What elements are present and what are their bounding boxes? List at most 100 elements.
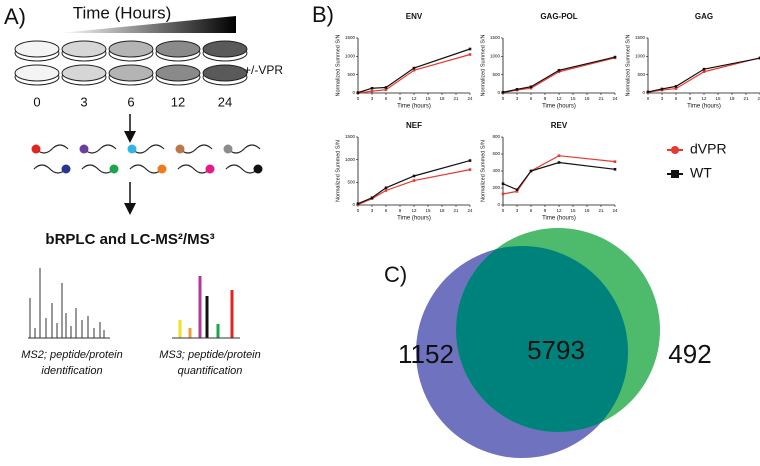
x-tick-label: 0 <box>357 96 360 101</box>
venn-left-count: 1152 <box>398 339 454 369</box>
peptide <box>131 144 165 154</box>
x-tick-label: 3 <box>516 208 519 213</box>
label-tag <box>223 144 233 154</box>
legend-marker <box>671 146 679 154</box>
y-tick-label: 500 <box>347 180 355 185</box>
x-tick-label: 6 <box>385 208 388 213</box>
label-tag <box>61 164 71 174</box>
legend-label: dVPR <box>690 141 727 157</box>
x-axis-label: Time (hours) <box>397 104 431 110</box>
chart-title: REV <box>551 121 568 130</box>
y-axis-label: Normalized Summed S/N <box>625 34 631 96</box>
y-axis-label: Normalized Summed S/N <box>480 34 486 96</box>
time-point: 12 <box>171 94 185 109</box>
point <box>660 87 664 91</box>
dish <box>155 40 201 58</box>
peptide <box>35 144 69 154</box>
ms3-caption: MS3; peptide/protein <box>159 349 261 361</box>
peptide <box>179 144 213 154</box>
line-chart: REV 0 200 400 600 800 0 3 6 9 12 15 18 21 24 Time (hour… <box>480 121 618 221</box>
dish <box>14 40 60 58</box>
dish <box>61 40 107 58</box>
point <box>384 189 388 192</box>
x-tick-label: 18 <box>439 96 445 101</box>
x-tick-label: 24 <box>467 208 473 213</box>
point <box>646 90 650 94</box>
line-chart: ENV 0 500 1000 1500 0 3 6 9 12 15 18 21 24 Time (hours… <box>335 12 473 109</box>
y-tick-label: 400 <box>492 168 500 173</box>
x-tick-label: 12 <box>556 96 562 101</box>
point <box>412 179 416 182</box>
y-tick-label: 1000 <box>345 157 356 162</box>
point <box>384 186 388 190</box>
x-tick-label: 15 <box>570 208 576 213</box>
x-tick-label: 24 <box>467 96 473 101</box>
y-axis-label: Normalized Summed S/N <box>480 140 486 202</box>
point <box>557 154 561 157</box>
label-tag <box>79 144 89 154</box>
y-tick-label: 500 <box>347 72 355 77</box>
chart-title: GAG-POL <box>540 12 577 21</box>
point <box>613 55 617 59</box>
label-tag <box>127 144 137 154</box>
legend-label: WT <box>690 165 712 181</box>
x-tick-label: 24 <box>757 96 760 101</box>
legend-marker <box>671 170 679 178</box>
series-line <box>502 161 616 191</box>
x-tick-label: 12 <box>701 96 707 101</box>
line-chart: GAG 0 500 1000 1500 0 3 6 9 12 15 18 21 24 Time (hours… <box>625 12 760 110</box>
chart-title: ENV <box>406 12 423 21</box>
x-tick-label: 24 <box>612 96 618 101</box>
point <box>356 91 360 94</box>
x-tick-label: 9 <box>399 96 402 101</box>
x-tick-label: 15 <box>715 96 721 101</box>
x-tick-label: 9 <box>544 208 547 213</box>
y-tick-label: 1000 <box>635 54 646 59</box>
point <box>468 53 472 56</box>
y-tick-label: 1500 <box>345 35 356 40</box>
x-tick-label: 18 <box>584 208 590 213</box>
x-tick-label: 18 <box>729 96 735 101</box>
label-tag <box>253 164 263 174</box>
line-chart: NEF 0 500 1000 1500 0 3 6 9 12 15 18 21 24 Time (hours… <box>335 121 473 221</box>
venn-overlap-count: 5793 <box>527 335 585 365</box>
point <box>370 86 374 90</box>
point <box>515 88 519 91</box>
point <box>501 90 505 94</box>
x-axis-label: Time (hours) <box>687 104 721 110</box>
point <box>468 168 472 171</box>
peptide <box>83 144 117 154</box>
point <box>412 68 416 72</box>
y-tick-label: 0 <box>642 90 645 95</box>
dishes: 0 3 6 12 24 <box>14 40 248 109</box>
x-tick-label: 6 <box>675 96 678 101</box>
point <box>515 188 519 191</box>
peptide <box>81 164 115 174</box>
condition-label: +/-VPR <box>244 63 283 77</box>
ms2-caption: MS2; peptide/protein <box>21 349 123 361</box>
point <box>529 169 533 173</box>
x-tick-label: 21 <box>743 96 749 101</box>
x-tick-label: 0 <box>647 96 650 101</box>
label-tag <box>31 144 41 154</box>
y-axis-label: Normalized Summed S/N <box>335 140 341 202</box>
y-tick-label: 600 <box>492 151 500 156</box>
point <box>702 70 706 74</box>
x-axis-label: Time (hours) <box>542 216 576 222</box>
x-tick-label: 12 <box>556 208 562 213</box>
y-tick-label: 0 <box>497 90 500 95</box>
peptide <box>177 164 211 174</box>
y-tick-label: 1500 <box>635 35 646 40</box>
point <box>412 66 416 70</box>
peptide <box>227 144 261 154</box>
dish <box>202 64 248 82</box>
time-point: 24 <box>218 94 232 109</box>
spectra <box>28 268 240 339</box>
point <box>468 47 472 51</box>
x-tick-label: 15 <box>570 96 576 101</box>
point <box>529 85 533 89</box>
y-tick-label: 1000 <box>490 54 501 59</box>
point <box>674 87 678 90</box>
peptide <box>225 164 259 174</box>
x-tick-label: 21 <box>598 208 604 213</box>
